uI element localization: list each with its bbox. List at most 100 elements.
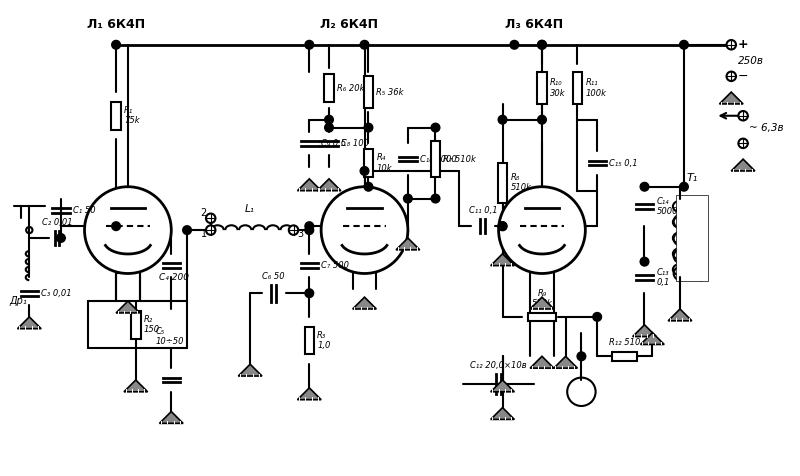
Bar (364, 76, 373, 108)
Circle shape (305, 226, 314, 235)
Text: R₂
150: R₂ 150 (144, 315, 160, 335)
Text: +: + (738, 38, 748, 51)
Text: 250в: 250в (738, 56, 763, 66)
Text: C₁₄
5000: C₁₄ 5000 (656, 197, 678, 216)
Circle shape (57, 234, 65, 242)
Polygon shape (116, 301, 140, 313)
Text: C₈ 100: C₈ 100 (341, 139, 369, 148)
Circle shape (640, 182, 649, 191)
Bar (430, 141, 440, 177)
Bar (538, 72, 546, 104)
Polygon shape (731, 159, 755, 171)
Polygon shape (668, 309, 692, 321)
Bar (676, 195, 707, 281)
Text: C₂ 0,01: C₂ 0,01 (42, 218, 72, 227)
Polygon shape (18, 317, 41, 329)
Circle shape (498, 187, 586, 274)
Circle shape (431, 123, 440, 132)
Circle shape (360, 167, 369, 175)
Circle shape (738, 111, 748, 120)
Polygon shape (159, 412, 183, 423)
Polygon shape (124, 380, 148, 392)
Text: C₁ 50: C₁ 50 (73, 206, 95, 215)
Text: C₉ 0,5: C₉ 0,5 (321, 139, 346, 148)
Circle shape (364, 123, 373, 132)
Circle shape (498, 222, 507, 230)
Circle shape (538, 40, 546, 49)
Polygon shape (490, 380, 514, 392)
Circle shape (538, 40, 546, 49)
Polygon shape (298, 179, 321, 191)
Polygon shape (719, 92, 743, 104)
Text: R₃
1,0: R₃ 1,0 (317, 331, 330, 350)
Polygon shape (238, 364, 262, 376)
Circle shape (206, 214, 215, 223)
Text: C₁₁ 0,1: C₁₁ 0,1 (469, 206, 497, 215)
Text: R₁
75k: R₁ 75k (124, 106, 139, 126)
Circle shape (726, 71, 736, 81)
Text: R₉
510k: R₉ 510k (531, 289, 553, 308)
Bar (305, 327, 314, 354)
Text: 2: 2 (201, 208, 206, 218)
Circle shape (403, 194, 412, 203)
Text: C₁₃
0,1: C₁₃ 0,1 (656, 268, 670, 287)
Circle shape (364, 182, 373, 191)
Circle shape (593, 313, 602, 321)
Text: −: − (738, 70, 748, 83)
Text: C₃ 0,01: C₃ 0,01 (41, 289, 72, 298)
Text: R₅ 36k: R₅ 36k (376, 88, 404, 97)
Polygon shape (641, 333, 664, 345)
Text: R₄
10k: R₄ 10k (376, 153, 392, 173)
Polygon shape (298, 388, 321, 400)
Text: C₁₀ 5000: C₁₀ 5000 (420, 155, 457, 164)
Circle shape (305, 222, 314, 230)
Circle shape (112, 40, 121, 49)
Circle shape (289, 225, 298, 235)
Circle shape (538, 115, 546, 124)
Bar (498, 163, 507, 202)
Text: Др₁: Др₁ (10, 296, 27, 306)
Text: R₆ 20k: R₆ 20k (337, 84, 365, 93)
Text: R₁₂ 510: R₁₂ 510 (609, 338, 641, 347)
Text: Л₃ 6К4П: Л₃ 6К4П (505, 19, 563, 31)
Polygon shape (490, 407, 514, 419)
Text: 1: 1 (201, 229, 206, 239)
Circle shape (325, 115, 334, 124)
Bar (324, 74, 334, 102)
Circle shape (498, 222, 507, 230)
Text: Л₂ 6К4П: Л₂ 6К4П (320, 19, 378, 31)
Circle shape (206, 225, 215, 235)
Circle shape (510, 40, 518, 49)
Text: Л₁ 6К4П: Л₁ 6К4П (87, 19, 145, 31)
Circle shape (325, 123, 334, 132)
Circle shape (85, 187, 171, 274)
Polygon shape (530, 297, 554, 309)
Circle shape (431, 194, 440, 203)
Circle shape (679, 40, 688, 49)
Circle shape (640, 258, 649, 266)
Text: T₁: T₁ (686, 173, 698, 183)
Text: C₅
10÷50: C₅ 10÷50 (155, 327, 184, 346)
Polygon shape (353, 297, 376, 309)
Circle shape (577, 352, 586, 361)
Bar (573, 72, 582, 104)
Circle shape (305, 40, 314, 49)
Text: C₆ 50: C₆ 50 (262, 272, 285, 280)
Circle shape (360, 40, 369, 49)
Text: ~ 6,3в: ~ 6,3в (749, 123, 783, 133)
Circle shape (738, 139, 748, 148)
Text: R₁₁
100k: R₁₁ 100k (586, 79, 606, 98)
Circle shape (182, 226, 191, 235)
Polygon shape (317, 179, 341, 191)
Circle shape (112, 222, 121, 230)
Text: C₁₂ 20,0×10в: C₁₂ 20,0×10в (470, 361, 527, 370)
Text: C₄ 200: C₄ 200 (159, 273, 190, 282)
Bar (612, 352, 638, 361)
Bar (528, 313, 556, 321)
Text: R₇ 510k: R₇ 510k (443, 155, 476, 164)
Polygon shape (530, 357, 554, 368)
Polygon shape (554, 357, 578, 368)
Circle shape (726, 40, 736, 50)
Bar (111, 102, 121, 129)
Polygon shape (490, 254, 514, 266)
